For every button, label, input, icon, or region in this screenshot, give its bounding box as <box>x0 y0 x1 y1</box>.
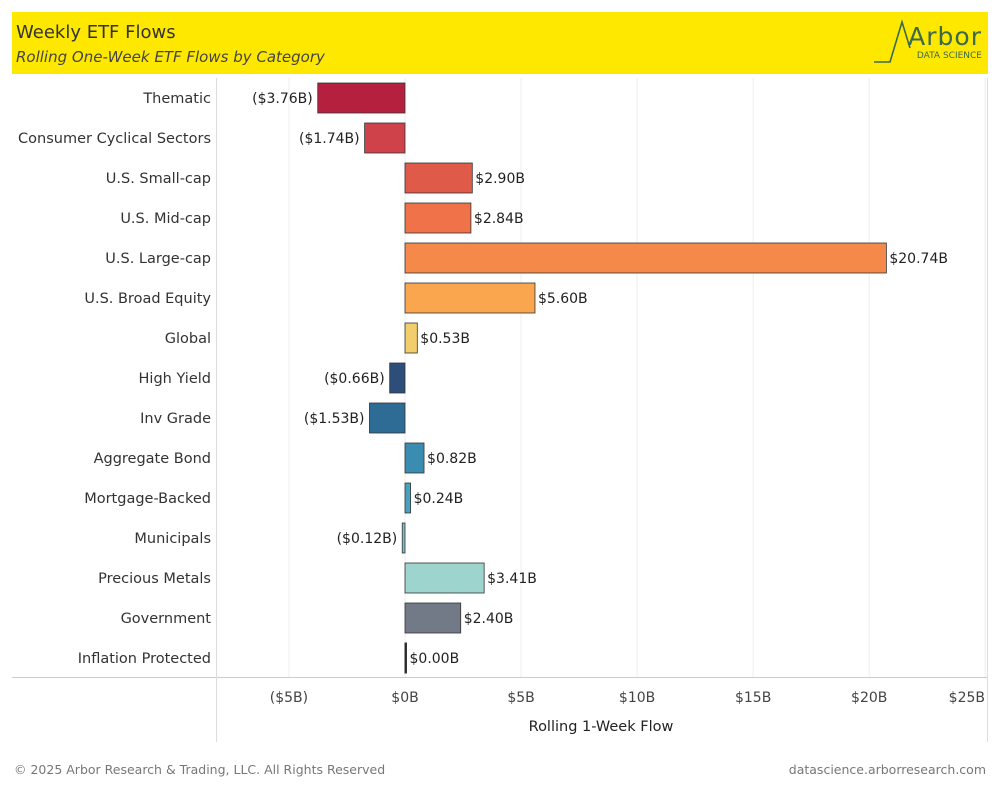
bar[interactable] <box>404 162 473 194</box>
category-label: High Yield <box>139 371 211 387</box>
bar[interactable] <box>404 642 407 674</box>
data-label: $20.74B <box>889 251 948 267</box>
bars: Thematic ($3.76B) Consumer Cyclical Sector… <box>18 82 948 674</box>
category-label: Precious Metals <box>98 571 211 587</box>
bar[interactable] <box>389 362 406 394</box>
footer-website-link[interactable]: datascience.arborresearch.com <box>788 762 986 777</box>
footer-copyright: © 2025 Arbor Research & Trading, LLC. Al… <box>14 762 386 777</box>
x-tick-label: $5B <box>507 690 534 706</box>
category-label: Inv Grade <box>140 411 211 427</box>
data-label: $0.82B <box>427 451 477 467</box>
bar[interactable] <box>401 522 406 554</box>
gridlines <box>12 78 988 742</box>
data-label: $5.60B <box>538 291 588 307</box>
data-label: ($3.76B) <box>252 91 313 107</box>
data-label: $0.00B <box>410 651 460 667</box>
bar[interactable] <box>404 242 887 274</box>
logo-mark-icon <box>874 19 911 63</box>
data-label: $2.84B <box>474 211 524 227</box>
bar[interactable] <box>404 602 462 634</box>
bar[interactable] <box>404 482 411 514</box>
x-tick-label: $10B <box>619 690 655 706</box>
category-label: U.S. Broad Equity <box>84 291 211 307</box>
data-label: ($0.66B) <box>324 371 385 387</box>
category-label: U.S. Mid-cap <box>120 211 211 227</box>
x-tick-label: $20B <box>851 690 887 706</box>
category-label: Global <box>165 331 211 347</box>
bar[interactable] <box>404 282 536 314</box>
category-label: U.S. Large-cap <box>105 251 211 267</box>
bar[interactable] <box>369 402 406 434</box>
data-label: ($1.74B) <box>299 131 360 147</box>
bar[interactable] <box>404 442 425 474</box>
chart-title: Weekly ETF Flows <box>16 22 176 43</box>
category-label: Government <box>121 611 212 627</box>
data-label: ($0.12B) <box>337 531 398 547</box>
x-tick-label: $25B <box>949 690 985 706</box>
category-label: U.S. Small-cap <box>106 171 211 187</box>
bar[interactable] <box>404 202 472 234</box>
data-label: $2.90B <box>475 171 525 187</box>
bar[interactable] <box>404 562 485 594</box>
category-label: Mortgage-Backed <box>84 491 211 507</box>
category-label: Thematic <box>142 91 211 107</box>
x-tick-label: ($5B) <box>270 690 308 706</box>
category-label: Consumer Cyclical Sectors <box>18 131 211 147</box>
category-label: Municipals <box>134 531 211 547</box>
data-label: $0.24B <box>414 491 464 507</box>
bar-chart: Thematic ($3.76B) Consumer Cyclical Sector… <box>12 78 988 742</box>
arbor-logo: Arbor DATA SCIENCE <box>872 18 982 68</box>
x-tick-label: $15B <box>735 690 771 706</box>
data-label: $3.41B <box>487 571 537 587</box>
bar[interactable] <box>404 322 418 354</box>
header-banner: Weekly ETF Flows Rolling One-Week ETF Fl… <box>12 12 988 74</box>
logo-text: Arbor <box>908 22 982 51</box>
data-label: ($1.53B) <box>304 411 365 427</box>
data-label: $0.53B <box>420 331 470 347</box>
bar[interactable] <box>317 82 406 114</box>
data-label: $2.40B <box>464 611 514 627</box>
x-axis-title: Rolling 1-Week Flow <box>529 719 674 735</box>
category-label: Aggregate Bond <box>94 451 211 467</box>
logo-subtext: DATA SCIENCE <box>916 51 982 61</box>
bar[interactable] <box>364 122 406 154</box>
x-axis-ticks: ($5B) $0B $5B $10B $15B $20B $25B <box>270 690 985 706</box>
x-tick-label: $0B <box>391 690 418 706</box>
chart-subtitle: Rolling One-Week ETF Flows by Category <box>16 48 325 66</box>
category-label: Inflation Protected <box>78 651 211 667</box>
